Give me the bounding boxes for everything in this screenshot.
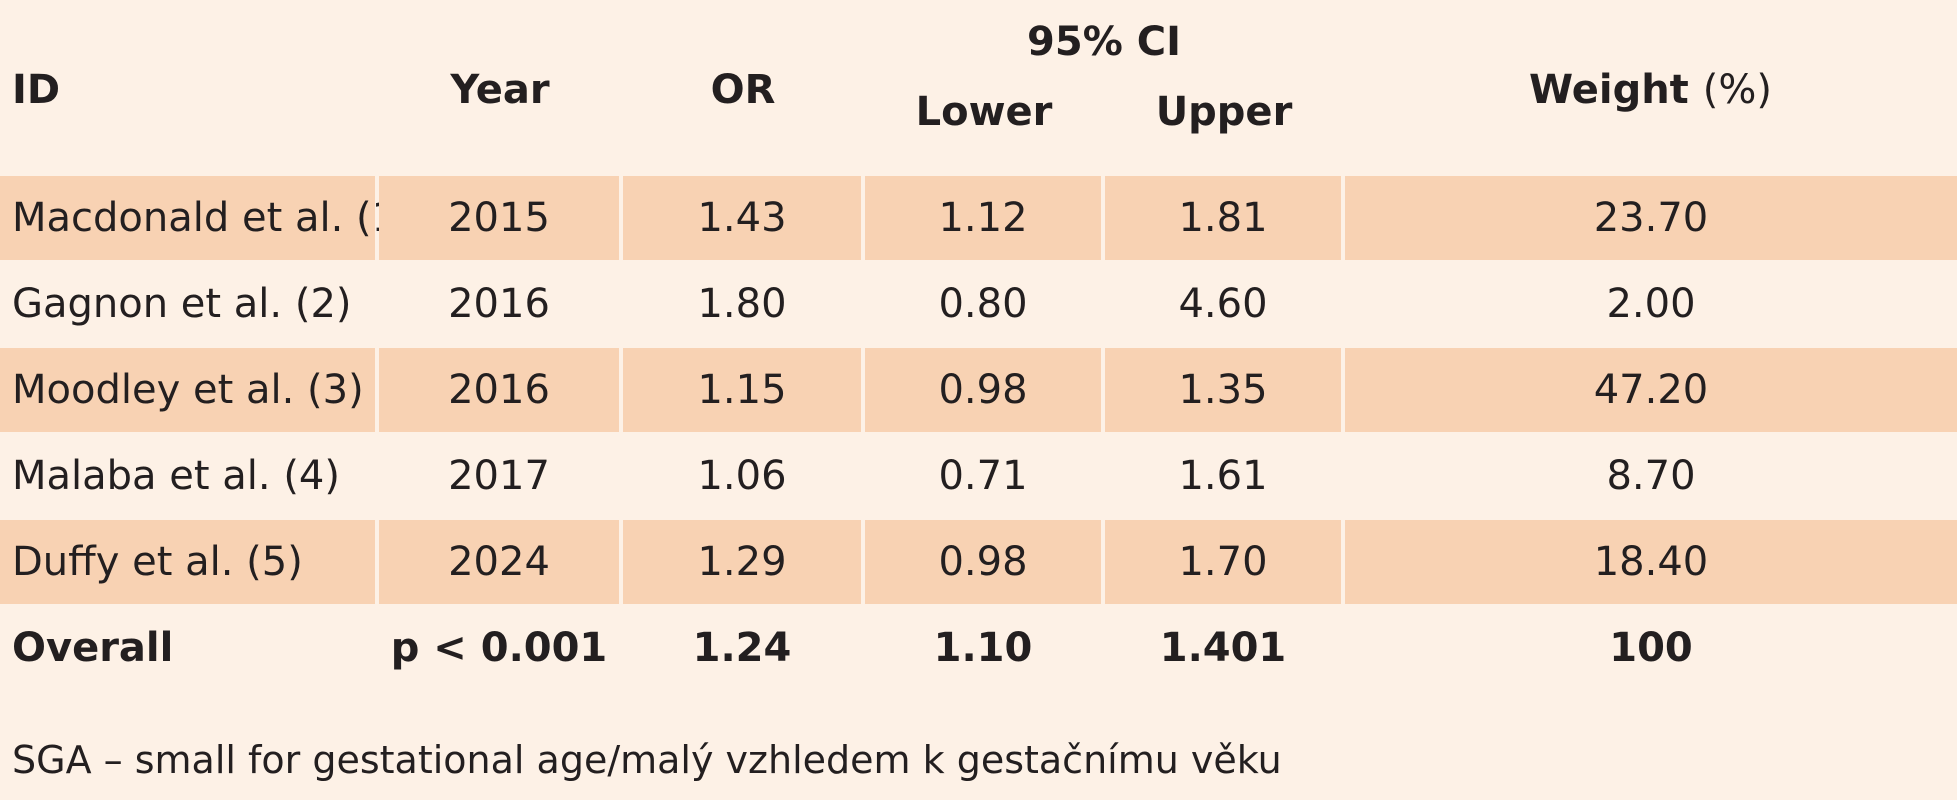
header-or: OR <box>710 67 776 113</box>
cell-or: 1.43 <box>623 176 861 260</box>
cell-weight: 23.70 <box>1345 176 1957 260</box>
cell-year: 2016 <box>379 348 619 432</box>
table-row: Gagnon et al. (2) 2016 1.80 0.80 4.60 2.… <box>0 262 1957 346</box>
cell-id: Moodley et al. (3) <box>0 348 375 432</box>
header-weight-label: Weight <box>1529 67 1689 113</box>
table-row: Malaba et al. (4) 2017 1.06 0.71 1.61 8.… <box>0 434 1957 518</box>
header-weight: Weight (%) <box>1344 48 1957 132</box>
table-row: Moodley et al. (3) 2016 1.15 0.98 1.35 4… <box>0 348 1957 432</box>
cell-lower: 0.80 <box>938 281 1028 327</box>
cell-lower: 0.71 <box>938 453 1028 499</box>
header-id: ID <box>12 67 61 113</box>
cell-upper: 1.35 <box>1105 348 1341 432</box>
cell-lower: 0.98 <box>865 348 1101 432</box>
header-lower: Lower <box>915 89 1053 135</box>
header-year: Year <box>450 67 550 113</box>
cell-pvalue: p < 0.001 <box>390 625 608 671</box>
cell-lower: 1.12 <box>865 176 1101 260</box>
header-weight-unit: (%) <box>1702 67 1772 113</box>
cell-year: 2017 <box>448 453 550 499</box>
cell-year: 2015 <box>379 176 619 260</box>
cell-upper: 1.61 <box>1178 453 1268 499</box>
cell-weight: 100 <box>1609 625 1693 671</box>
cell-upper: 4.60 <box>1178 281 1268 327</box>
cell-upper: 1.81 <box>1105 176 1341 260</box>
cell-id: Duffy et al. (5) <box>0 520 375 604</box>
table-row: Duffy et al. (5) 2024 1.29 0.98 1.70 18.… <box>0 520 1957 604</box>
header-ci-group: 95% CI <box>1027 19 1181 65</box>
table-row: Macdonald et al. (1) 2015 1.43 1.12 1.81… <box>0 176 1957 260</box>
cell-lower: 1.10 <box>933 625 1033 671</box>
cell-id: Macdonald et al. (1) <box>0 176 413 260</box>
table-footnote: SGA – small for gestational age/malý vzh… <box>12 738 1282 782</box>
cell-or: 1.15 <box>623 348 861 432</box>
cell-id: Malaba et al. (4) <box>12 453 340 499</box>
overall-row: Overall p < 0.001 1.24 1.10 1.401 100 <box>0 606 1957 690</box>
cell-weight: 8.70 <box>1606 453 1696 499</box>
cell-id: Overall <box>12 625 174 671</box>
cell-or: 1.80 <box>697 281 787 327</box>
cell-year: 2016 <box>448 281 550 327</box>
cell-id: Gagnon et al. (2) <box>12 281 352 327</box>
cell-or: 1.06 <box>697 453 787 499</box>
cell-upper: 1.70 <box>1105 520 1341 604</box>
cell-weight: 2.00 <box>1606 281 1696 327</box>
header-upper: Upper <box>1155 89 1293 135</box>
cell-weight: 18.40 <box>1345 520 1957 604</box>
cell-or: 1.24 <box>692 625 792 671</box>
cell-or: 1.29 <box>623 520 861 604</box>
cell-year: 2024 <box>379 520 619 604</box>
cell-upper: 1.401 <box>1159 625 1287 671</box>
cell-weight: 47.20 <box>1345 348 1957 432</box>
cell-lower: 0.98 <box>865 520 1101 604</box>
